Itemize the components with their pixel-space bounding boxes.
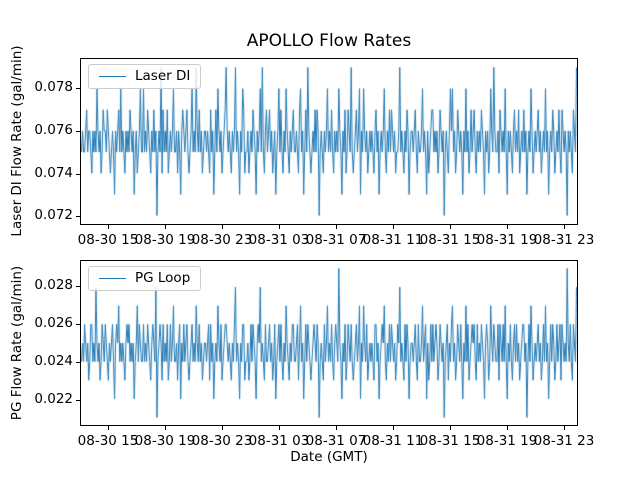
x-tick-label: 08-31 19	[476, 433, 538, 449]
y-tick-label: 0.028	[34, 277, 73, 293]
y-tick-label: 0.072	[34, 207, 73, 223]
x-tick-label: 08-30 23	[191, 433, 253, 449]
legend-laser-di: Laser DI	[88, 64, 202, 89]
legend-line-sample-laser-di	[99, 76, 126, 77]
x-tick-label: 08-31 23	[533, 433, 595, 449]
x-tick-mark	[564, 426, 565, 430]
x-tick-mark	[279, 225, 280, 229]
y-tick-label: 0.024	[34, 353, 73, 369]
y-tick-mark	[76, 216, 80, 217]
y-axis-label-laser-di: Laser DI Flow Rate (gal/min)	[9, 45, 25, 237]
x-tick-label: 08-31 03	[248, 232, 310, 248]
x-tick-mark	[279, 426, 280, 430]
y-tick-mark	[76, 174, 80, 175]
x-tick-mark	[450, 426, 451, 430]
x-tick-mark	[165, 225, 166, 229]
x-tick-mark	[393, 426, 394, 430]
x-tick-mark	[564, 225, 565, 229]
legend-pg-loop: PG Loop	[88, 266, 202, 291]
legend-label-pg-loop: PG Loop	[135, 270, 191, 286]
x-tick-label: 08-31 19	[476, 232, 538, 248]
x-tick-label: 08-30 15	[77, 433, 139, 449]
x-axis-label: Date (GMT)	[290, 449, 368, 465]
legend-label-laser-di: Laser DI	[135, 68, 191, 84]
x-tick-mark	[108, 426, 109, 430]
x-tick-mark	[165, 426, 166, 430]
x-tick-label: 08-30 19	[134, 433, 196, 449]
x-tick-mark	[507, 426, 508, 430]
y-tick-mark	[76, 362, 80, 363]
y-tick-mark	[76, 324, 80, 325]
x-tick-mark	[450, 225, 451, 229]
x-tick-label: 08-31 11	[362, 232, 424, 248]
x-tick-label: 08-30 15	[77, 232, 139, 248]
x-tick-label: 08-31 23	[533, 232, 595, 248]
y-tick-label: 0.078	[34, 79, 73, 95]
x-tick-label: 08-31 03	[248, 433, 310, 449]
x-tick-label: 08-30 19	[134, 232, 196, 248]
x-tick-mark	[108, 225, 109, 229]
y-tick-label: 0.022	[34, 391, 73, 407]
x-tick-mark	[222, 426, 223, 430]
chart-title: APOLLO Flow Rates	[246, 31, 412, 51]
x-tick-mark	[336, 225, 337, 229]
x-tick-label: 08-30 23	[191, 232, 253, 248]
x-tick-label: 08-31 07	[305, 433, 367, 449]
x-tick-label: 08-31 07	[305, 232, 367, 248]
x-tick-label: 08-31 15	[419, 232, 481, 248]
y-tick-mark	[76, 88, 80, 89]
axes-laser-di: Laser DI	[80, 58, 578, 225]
x-tick-mark	[393, 225, 394, 229]
y-tick-label: 0.076	[34, 122, 73, 138]
y-tick-mark	[76, 400, 80, 401]
x-tick-mark	[222, 225, 223, 229]
x-tick-label: 08-31 15	[419, 433, 481, 449]
axes-pg-loop: PG Loop	[80, 260, 578, 426]
x-tick-mark	[507, 225, 508, 229]
y-tick-mark	[76, 286, 80, 287]
y-tick-label: 0.074	[34, 165, 73, 181]
x-tick-label: 08-31 11	[362, 433, 424, 449]
y-axis-label-pg-loop: PG Flow Rate (gal/min)	[9, 265, 25, 421]
x-tick-mark	[336, 426, 337, 430]
legend-line-sample-pg-loop	[99, 278, 126, 279]
y-tick-label: 0.026	[34, 315, 73, 331]
y-tick-mark	[76, 131, 80, 132]
